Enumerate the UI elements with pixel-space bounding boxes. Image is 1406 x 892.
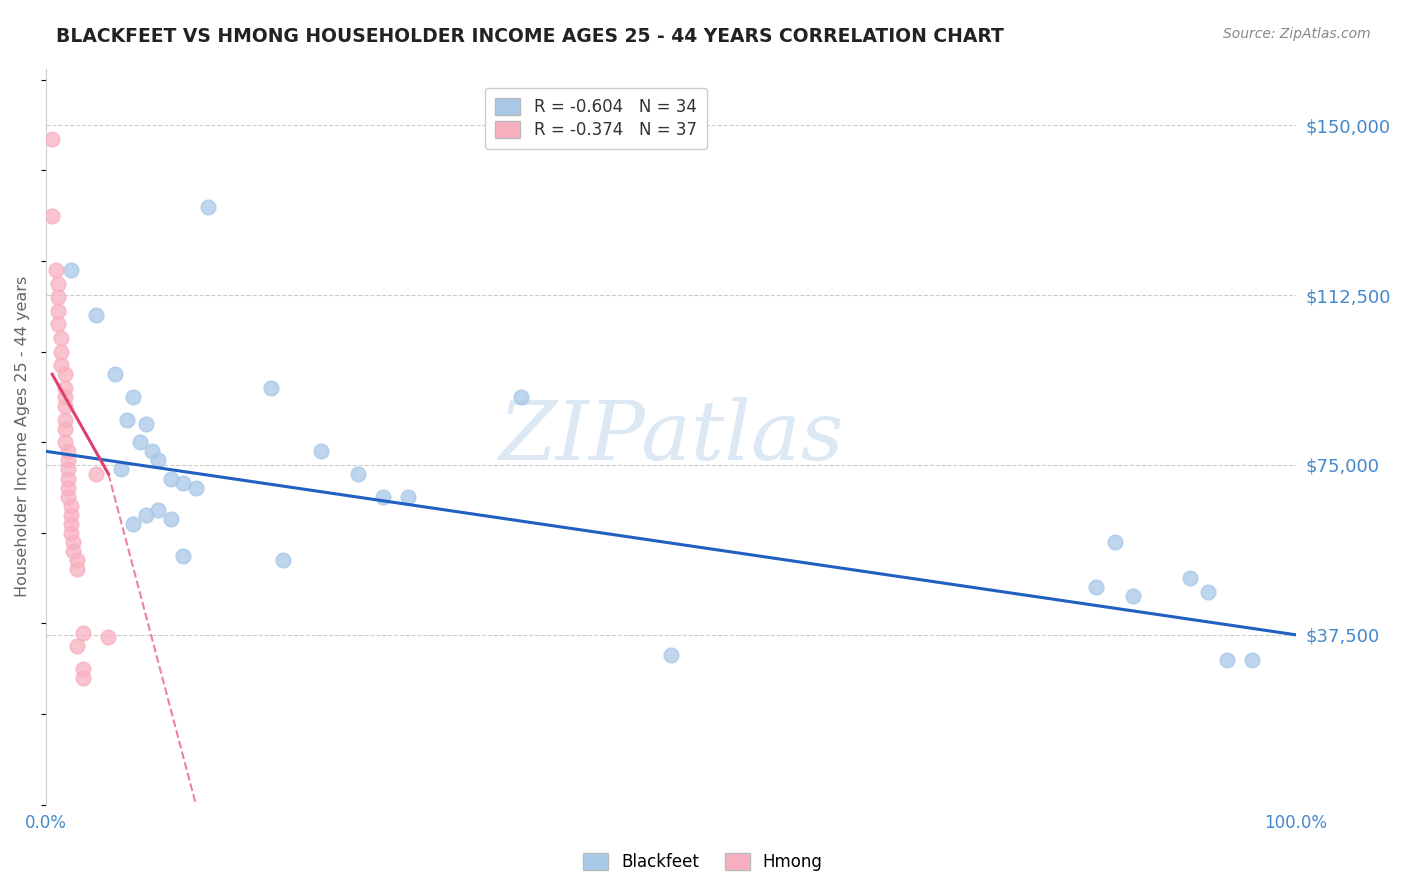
- Text: Source: ZipAtlas.com: Source: ZipAtlas.com: [1223, 27, 1371, 41]
- Point: [72, 671, 94, 685]
- Point: [97, 630, 120, 644]
- Point: [659, 648, 682, 663]
- Point: [53, 381, 76, 395]
- Point: [53, 422, 76, 436]
- Point: [72, 662, 94, 676]
- Point: [59, 263, 82, 277]
- Legend: R = -0.604   N = 34, R = -0.374   N = 37: R = -0.604 N = 34, R = -0.374 N = 37: [485, 88, 707, 149]
- Point: [58, 444, 80, 458]
- Point: [1122, 589, 1144, 603]
- Point: [104, 368, 127, 382]
- Point: [396, 490, 419, 504]
- Point: [184, 481, 207, 495]
- Point: [141, 444, 163, 458]
- Point: [48, 318, 70, 332]
- Point: [135, 508, 157, 522]
- Point: [309, 444, 332, 458]
- Point: [66, 639, 89, 653]
- Point: [160, 512, 183, 526]
- Point: [115, 412, 138, 426]
- Point: [49, 344, 72, 359]
- Point: [1084, 580, 1107, 594]
- Point: [58, 490, 80, 504]
- Point: [49, 358, 72, 372]
- Point: [59, 516, 82, 531]
- Point: [58, 462, 80, 476]
- Point: [49, 331, 72, 345]
- Point: [59, 525, 82, 540]
- Point: [84, 309, 107, 323]
- Point: [260, 381, 283, 395]
- Point: [373, 490, 395, 504]
- Point: [1197, 584, 1219, 599]
- Point: [122, 390, 145, 404]
- Point: [41, 209, 63, 223]
- Point: [1104, 535, 1126, 549]
- Point: [84, 467, 107, 481]
- Y-axis label: Householder Income Ages 25 - 44 years: Householder Income Ages 25 - 44 years: [15, 276, 30, 598]
- Point: [172, 549, 194, 563]
- Point: [53, 435, 76, 450]
- Point: [72, 625, 94, 640]
- Point: [62, 544, 84, 558]
- Point: [58, 453, 80, 467]
- Point: [53, 399, 76, 413]
- Point: [45, 263, 67, 277]
- Point: [160, 471, 183, 485]
- Legend: Blackfeet, Hmong: Blackfeet, Hmong: [575, 845, 831, 880]
- Point: [1178, 571, 1201, 585]
- Point: [135, 417, 157, 431]
- Point: [110, 462, 132, 476]
- Point: [53, 368, 76, 382]
- Point: [172, 476, 194, 491]
- Point: [41, 132, 63, 146]
- Point: [58, 471, 80, 485]
- Point: [509, 390, 531, 404]
- Point: [347, 467, 370, 481]
- Point: [273, 553, 295, 567]
- Point: [59, 499, 82, 513]
- Point: [128, 435, 150, 450]
- Point: [48, 290, 70, 304]
- Point: [66, 562, 89, 576]
- Point: [53, 390, 76, 404]
- Point: [58, 481, 80, 495]
- Text: BLACKFEET VS HMONG HOUSEHOLDER INCOME AGES 25 - 44 YEARS CORRELATION CHART: BLACKFEET VS HMONG HOUSEHOLDER INCOME AG…: [56, 27, 1004, 45]
- Point: [197, 200, 219, 214]
- Point: [48, 304, 70, 318]
- Point: [53, 412, 76, 426]
- Point: [62, 535, 84, 549]
- Text: ZIPatlas: ZIPatlas: [498, 397, 844, 476]
- Point: [1216, 653, 1239, 667]
- Point: [122, 516, 145, 531]
- Point: [148, 503, 170, 517]
- Point: [66, 553, 89, 567]
- Point: [1240, 653, 1263, 667]
- Point: [48, 277, 70, 291]
- Point: [59, 508, 82, 522]
- Point: [148, 453, 170, 467]
